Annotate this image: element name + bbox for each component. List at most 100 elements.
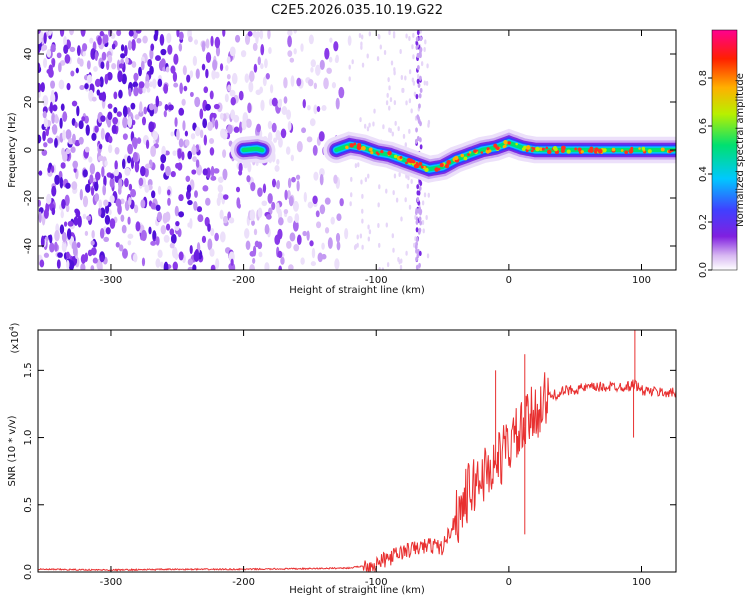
noise-speckle [348,64,351,70]
noise-speckle [132,151,138,163]
noise-speckle [62,111,68,122]
noise-speckle [98,143,103,150]
noise-speckle [276,158,280,165]
snr-line [38,372,676,572]
noise-speckle [59,176,64,189]
noise-speckle [84,115,89,124]
noise-speckle [361,193,364,199]
noise-speckle [118,63,124,69]
noise-speckle [316,105,321,113]
noise-speckle [58,79,65,90]
noise-speckle [110,32,116,40]
noise-speckle [313,171,319,181]
noise-speckle [63,44,69,54]
interference-speckle [419,137,422,143]
signal-hotspot [503,140,508,145]
noise-speckle [199,108,204,120]
noise-speckle [121,224,127,234]
noise-speckle [210,35,214,47]
noise-speckle [280,128,287,139]
noise-speckle [285,146,291,155]
signal-hotspot [486,147,490,151]
noise-speckle [360,34,364,40]
top-x-axis: -300 -200 -100 0 100 [100,30,651,286]
noise-speckle [41,214,46,226]
noise-speckle [63,221,68,227]
noise-speckle [253,63,258,73]
noise-speckle [54,137,58,148]
top-xtick-label: 0 [506,275,512,286]
noise-speckle [410,108,413,114]
noise-speckle [388,105,391,111]
noise-speckle [310,261,316,267]
noise-speckle [59,117,63,129]
noise-speckle [237,203,241,209]
top-y-axis-label: Frequency (Hz) [7,112,18,188]
noise-speckle [132,81,139,88]
noise-speckle [249,264,255,270]
noise-speckle [130,188,137,198]
noise-speckle [205,103,211,111]
noise-speckle [256,123,261,133]
noise-speckle [368,31,372,37]
noise-speckle [71,100,78,107]
noise-speckle [321,242,325,250]
noise-speckle [363,123,367,129]
noise-speckle [230,97,236,106]
noise-speckle [73,216,79,226]
noise-speckle [399,48,402,54]
noise-speckle [271,97,278,107]
noise-speckle [366,53,369,59]
noise-speckle [102,33,107,45]
noise-speckle [387,77,390,83]
noise-speckle [43,57,48,69]
noise-speckle [249,209,256,222]
noise-speckle [405,250,408,256]
noise-speckle [267,30,271,40]
signal-hotspot [641,146,646,151]
noise-speckle [81,116,86,122]
noise-speckle [234,34,241,43]
noise-speckle [194,248,200,260]
noise-speckle [178,251,184,261]
noise-speckle [51,165,55,173]
noise-speckle [324,47,330,60]
y-multiplier: (x104) [8,322,21,353]
noise-speckle [141,257,146,267]
noise-speckle [114,160,118,171]
noise-speckle [214,232,219,242]
noise-layer [38,30,431,270]
noise-speckle [377,223,380,229]
noise-speckle [150,240,157,246]
noise-speckle [214,71,220,79]
noise-speckle [149,48,154,60]
signal-hotspot [455,155,459,159]
noise-speckle [160,225,167,235]
noise-speckle [194,126,201,137]
signal-hotspot [539,147,543,151]
noise-speckle [246,175,251,183]
noise-speckle [65,182,71,189]
noise-speckle [38,82,42,93]
noise-speckle [150,43,155,51]
top-xtick-label: 100 [632,275,651,286]
noise-speckle [38,170,43,176]
interference-speckle [416,78,420,84]
noise-speckle [43,32,47,44]
noise-speckle [319,168,325,177]
noise-speckle [130,102,136,110]
signal-hotspot [353,142,357,146]
noise-speckle [276,202,280,214]
noise-speckle [408,36,411,42]
noise-speckle [149,81,153,88]
colorbar-tick-label: 0.8 [698,70,709,86]
noise-speckle [98,207,102,217]
noise-speckle [124,45,128,57]
noise-speckle [92,257,98,264]
noise-speckle [205,38,210,49]
noise-speckle [140,60,145,71]
noise-speckle [48,30,53,36]
noise-speckle [149,103,154,111]
noise-speckle [354,163,358,169]
